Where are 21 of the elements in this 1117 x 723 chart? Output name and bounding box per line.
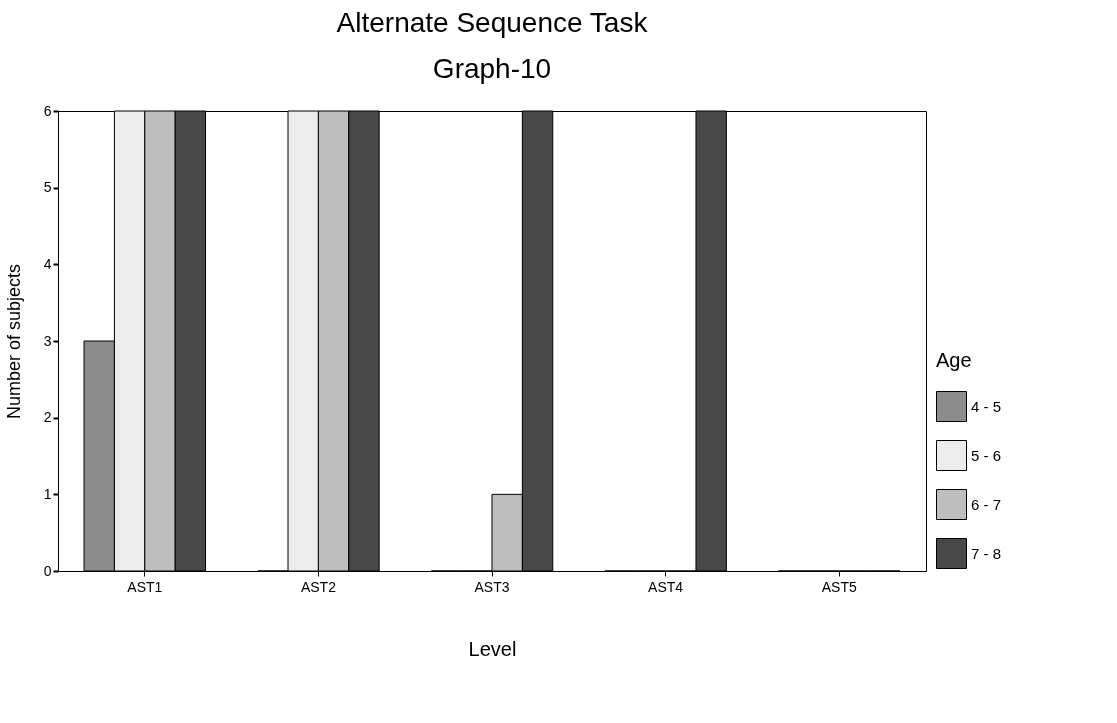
legend-label: 7 - 8	[971, 544, 1002, 562]
y-tick-label: 3	[43, 332, 52, 349]
legend-label: 5 - 6	[971, 446, 1002, 464]
y-tick-label: 2	[43, 409, 52, 426]
legend-label: 6 - 7	[971, 495, 1002, 513]
x-tick-label: AST2	[300, 578, 337, 595]
chart-subtitle: Graph-10	[432, 53, 552, 84]
y-axis-title: Number of subjects	[3, 263, 24, 420]
x-tick-label: AST1	[127, 578, 163, 595]
legend-title: Age	[936, 349, 972, 371]
y-tick-label: 4	[43, 255, 52, 272]
chart-title: Alternate Sequence Task	[336, 7, 649, 38]
y-tick-label: 5	[43, 179, 52, 196]
x-tick-label: AST5	[821, 578, 857, 595]
legend-label: 4 - 5	[971, 397, 1002, 415]
y-tick-label: 6	[43, 102, 52, 119]
x-axis-title: Level	[468, 637, 517, 660]
x-tick-label: AST3	[474, 578, 510, 595]
y-tick-label: 1	[43, 485, 52, 502]
x-tick-label: AST4	[648, 578, 684, 595]
y-tick-label: 0	[43, 562, 52, 579]
